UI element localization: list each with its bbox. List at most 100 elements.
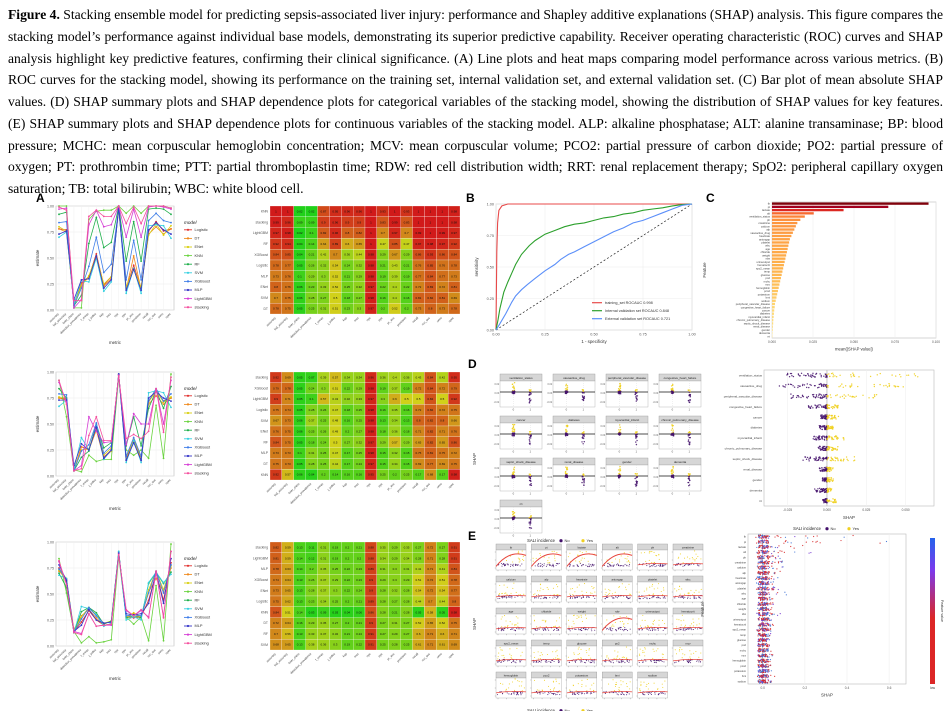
svg-text:wbc: wbc — [686, 577, 692, 581]
svg-text:0.84: 0.84 — [427, 274, 433, 278]
svg-text:1.00: 1.00 — [47, 540, 54, 544]
svg-text:No: No — [565, 538, 571, 543]
svg-text:temp: temp — [764, 270, 770, 274]
svg-text:0.93: 0.93 — [404, 210, 410, 214]
svg-text:0.51: 0.51 — [332, 386, 338, 390]
svg-text:tb: tb — [510, 545, 513, 549]
svg-text:recall: recall — [141, 478, 149, 486]
panel-c-label: C — [706, 191, 715, 205]
svg-text:j_index: j_index — [326, 652, 337, 663]
svg-text:0.97: 0.97 — [451, 231, 457, 235]
svg-text:0.44: 0.44 — [332, 462, 338, 466]
svg-text:j_index: j_index — [87, 648, 98, 659]
svg-text:0.05: 0.05 — [297, 408, 303, 412]
svg-text:0.22: 0.22 — [356, 643, 362, 647]
svg-text:j_index: j_index — [87, 312, 98, 323]
svg-text:0.05: 0.05 — [297, 440, 303, 444]
svg-text:recall: recall — [411, 316, 419, 324]
svg-text:0.96: 0.96 — [344, 210, 350, 214]
svg-text:0.71: 0.71 — [285, 397, 291, 401]
svg-text:SHAP: SHAP — [843, 515, 855, 520]
svg-text:0.16: 0.16 — [297, 621, 303, 625]
svg-text:vasoactive_drug: vasoactive_drug — [740, 384, 762, 388]
svg-text:0.61: 0.61 — [439, 643, 445, 647]
svg-text:hemoglobin: hemoglobin — [756, 286, 770, 290]
svg-text:0.59: 0.59 — [285, 556, 291, 560]
figure-caption-label: Figure 4. — [8, 7, 60, 22]
svg-text:0.27: 0.27 — [439, 546, 445, 550]
svg-text:0.82: 0.82 — [427, 408, 433, 412]
svg-text:0.58: 0.58 — [427, 610, 433, 614]
svg-text:0.98: 0.98 — [368, 253, 374, 257]
svg-text:0: 0 — [513, 491, 515, 495]
svg-text:0: 0 — [513, 533, 515, 537]
svg-text:0.25: 0.25 — [356, 408, 362, 412]
svg-text:0.98: 0.98 — [368, 430, 374, 434]
svg-text:0.2: 0.2 — [357, 556, 362, 560]
svg-text:roc_auc: roc_auc — [421, 316, 432, 327]
svg-text:chloride: chloride — [761, 250, 771, 254]
svg-text:1: 1 — [529, 533, 531, 537]
svg-text:0.06: 0.06 — [297, 430, 303, 434]
panel-a-line-chart-training: 0.00 0.25 0.50 0.75 1.00 accuracy bal_accuracy… — [32, 198, 232, 358]
svg-text:age: age — [766, 248, 771, 251]
svg-text:myocardial_infarct: myocardial_infarct — [748, 315, 770, 319]
svg-text:0.95: 0.95 — [368, 473, 374, 477]
svg-text:0.16: 0.16 — [404, 296, 410, 300]
svg-text:0.29: 0.29 — [332, 578, 338, 582]
svg-text:0.98: 0.98 — [368, 451, 374, 455]
svg-text:0.84: 0.84 — [451, 253, 457, 257]
svg-text:cancer: cancer — [516, 418, 525, 422]
svg-text:ph: ph — [767, 218, 770, 222]
svg-text:0.9: 0.9 — [345, 220, 350, 224]
svg-text:npv: npv — [365, 652, 372, 659]
svg-text:0.77: 0.77 — [439, 274, 445, 278]
svg-text:0.22: 0.22 — [344, 578, 350, 582]
svg-text:rrt: rrt — [520, 502, 523, 506]
svg-text:0.18: 0.18 — [309, 440, 315, 444]
svg-text:kap: kap — [98, 312, 104, 318]
svg-text:0.75: 0.75 — [451, 408, 457, 412]
svg-text:0.02: 0.02 — [297, 210, 303, 214]
svg-text:0.44: 0.44 — [356, 253, 362, 257]
svg-text:LightGBM: LightGBM — [253, 397, 268, 401]
svg-text:1: 1 — [582, 491, 584, 495]
svg-text:recall: recall — [411, 652, 419, 660]
svg-text:0.72: 0.72 — [427, 589, 433, 593]
svg-text:0.79: 0.79 — [451, 386, 457, 390]
svg-text:0.73: 0.73 — [285, 419, 291, 423]
svg-text:weight: weight — [762, 253, 770, 257]
svg-text:0.21: 0.21 — [344, 632, 350, 636]
svg-text:RF: RF — [263, 440, 268, 444]
svg-text:roc_auc: roc_auc — [421, 482, 432, 493]
svg-text:precision: precision — [396, 652, 408, 664]
svg-text:0.03: 0.03 — [309, 610, 315, 614]
svg-text:0.5: 0.5 — [333, 296, 338, 300]
svg-text:0.36: 0.36 — [392, 430, 398, 434]
svg-text:diabetes: diabetes — [760, 312, 771, 316]
svg-text:estimate: estimate — [35, 585, 40, 602]
svg-text:0.98: 0.98 — [285, 231, 291, 235]
svg-text:MLP: MLP — [261, 451, 269, 455]
svg-text:creatinine: creatinine — [682, 545, 695, 549]
svg-text:pt: pt — [545, 545, 548, 549]
svg-text:0.96: 0.96 — [332, 231, 338, 235]
svg-text:-0.02: -0.02 — [653, 443, 659, 446]
svg-text:0.65: 0.65 — [427, 621, 433, 625]
svg-text:0.92: 0.92 — [451, 242, 457, 246]
svg-text:0.33: 0.33 — [321, 285, 327, 289]
svg-text:0.29: 0.29 — [404, 440, 410, 444]
svg-text:0.88: 0.88 — [368, 546, 374, 550]
svg-text:septic_shock_disease: septic_shock_disease — [506, 460, 536, 464]
svg-text:0.36: 0.36 — [404, 376, 410, 380]
svg-text:External validation set ROCAUC: External validation set ROCAUC 0.721 — [605, 317, 670, 321]
svg-text:KNN: KNN — [261, 473, 269, 477]
svg-text:0.12: 0.12 — [309, 556, 315, 560]
svg-text:0.49: 0.49 — [332, 430, 338, 434]
svg-text:0.2: 0.2 — [321, 473, 326, 477]
svg-text:0: 0 — [619, 407, 621, 411]
svg-text:0.5: 0.5 — [440, 397, 445, 401]
panel-a-label: A — [36, 191, 45, 205]
svg-text:accuracy: accuracy — [265, 316, 277, 328]
svg-text:0: 0 — [672, 449, 674, 453]
